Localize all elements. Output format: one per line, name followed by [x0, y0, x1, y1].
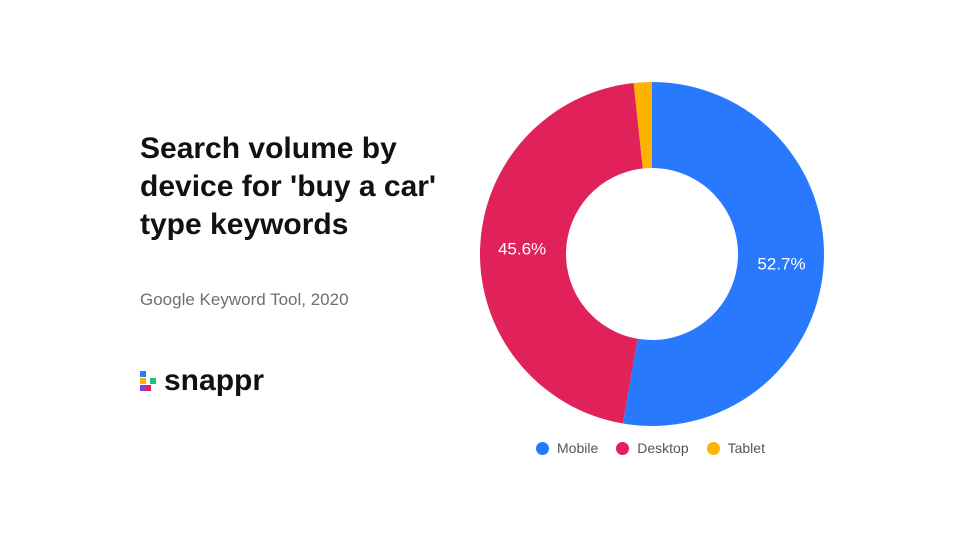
brand-logo: snappr [140, 364, 264, 398]
source-caption: Google Keyword Tool, 2020 [140, 290, 349, 309]
legend-label: Mobile [557, 440, 599, 456]
data-label-desktop: 45.6% [498, 239, 546, 258]
slice-mobile [622, 82, 824, 427]
data-label-mobile: 52.7% [757, 254, 805, 273]
chart-title: Search volume by device for 'buy a car' … [140, 132, 437, 241]
legend-item-desktop: Desktop [616, 440, 689, 456]
slice-tablet [633, 82, 652, 169]
legend-label: Tablet [727, 440, 765, 456]
brand-name: snappr [164, 364, 265, 397]
legend-dot-icon [706, 441, 720, 455]
chart-legend: Mobile Desktop Tablet [536, 440, 765, 456]
slice-desktop [479, 82, 643, 424]
legend-item-tablet: Tablet [706, 440, 765, 456]
legend-dot-icon [536, 441, 549, 455]
legend-item-mobile: Mobile [536, 440, 598, 456]
legend-label: Desktop [637, 440, 689, 456]
legend-dot-icon [616, 441, 630, 455]
snappr-logo-icon [140, 371, 156, 391]
